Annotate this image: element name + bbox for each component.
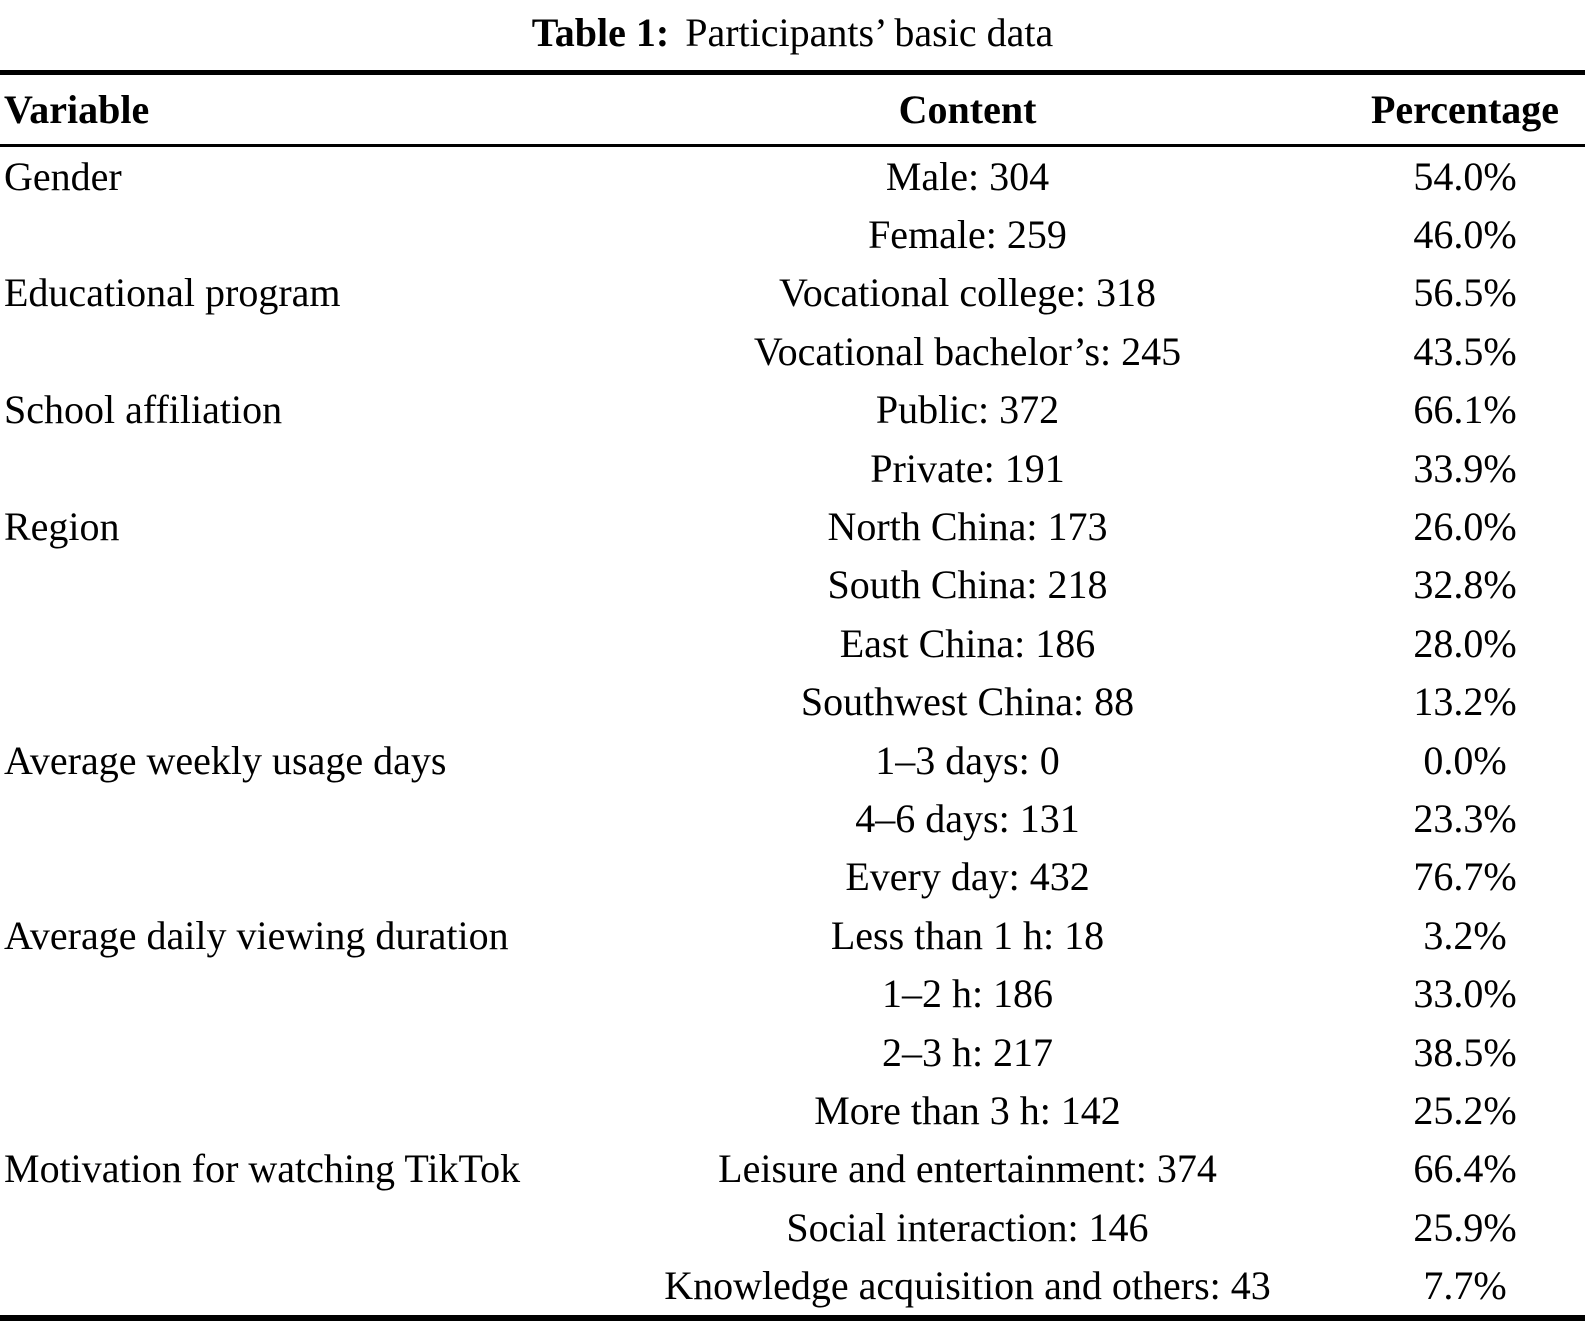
cell-variable: School affiliation bbox=[4, 387, 283, 433]
column-header-content: Content bbox=[898, 87, 1037, 132]
cell-content: Knowledge acquisition and others: 43 bbox=[664, 1263, 1271, 1309]
table-row: 2–3 h: 217 38.5% bbox=[0, 1023, 1585, 1081]
cell-percentage: 23.3% bbox=[1413, 795, 1517, 841]
cell-variable bbox=[0, 673, 590, 731]
cell-variable bbox=[0, 205, 590, 263]
cell-percentage: 33.9% bbox=[1413, 445, 1517, 491]
cell-content: Every day: 432 bbox=[845, 854, 1090, 900]
cell-content: Leisure and entertainment: 374 bbox=[718, 1146, 1217, 1192]
cell-content: Less than 1 h: 18 bbox=[830, 912, 1105, 958]
cell-content: More than 3 h: 142 bbox=[814, 1087, 1121, 1133]
cell-variable bbox=[0, 964, 590, 1022]
cell-percentage: 28.0% bbox=[1413, 620, 1517, 666]
cell-variable: Gender bbox=[4, 153, 122, 199]
cell-variable bbox=[0, 1023, 590, 1081]
cell-content: Public: 372 bbox=[875, 387, 1060, 433]
cell-variable bbox=[0, 1256, 590, 1314]
cell-variable bbox=[0, 439, 590, 497]
cell-variable bbox=[0, 556, 590, 614]
column-header-percentage: Percentage bbox=[1370, 87, 1560, 132]
cell-content: 4–6 days: 131 bbox=[855, 795, 1080, 841]
cell-percentage: 43.5% bbox=[1413, 328, 1517, 374]
cell-variable bbox=[0, 614, 590, 672]
cell-content: East China: 186 bbox=[839, 620, 1096, 666]
cell-percentage: 54.0% bbox=[1413, 153, 1517, 199]
table-caption-label: Table 1: bbox=[531, 10, 670, 55]
table-row: Average weekly usage days 1–3 days: 0 0.… bbox=[0, 731, 1585, 789]
cell-percentage: 56.5% bbox=[1413, 270, 1517, 316]
cell-content: North China: 173 bbox=[827, 504, 1108, 550]
cell-percentage: 32.8% bbox=[1413, 562, 1517, 608]
cell-variable: Average weekly usage days bbox=[4, 737, 447, 783]
table-row: 4–6 days: 131 23.3% bbox=[0, 789, 1585, 847]
cell-percentage: 38.5% bbox=[1413, 1029, 1517, 1075]
cell-percentage: 25.9% bbox=[1413, 1204, 1517, 1250]
cell-percentage: 13.2% bbox=[1413, 679, 1517, 725]
cell-content: Southwest China: 88 bbox=[800, 679, 1135, 725]
table-row: Female: 259 46.0% bbox=[0, 205, 1585, 263]
cell-content: 1–3 days: 0 bbox=[875, 737, 1060, 783]
table-row: Private: 191 33.9% bbox=[0, 439, 1585, 497]
table-row: Knowledge acquisition and others: 43 7.7… bbox=[0, 1256, 1585, 1314]
table-row: School affiliation Public: 372 66.1% bbox=[0, 381, 1585, 439]
cell-variable: Motivation for watching TikTok bbox=[4, 1146, 521, 1192]
cell-variable: Region bbox=[4, 504, 120, 550]
cell-variable bbox=[0, 322, 590, 380]
table-row: Gender Male: 304 54.0% bbox=[0, 147, 1585, 205]
table-row: Social interaction: 146 25.9% bbox=[0, 1198, 1585, 1256]
table-row: East China: 186 28.0% bbox=[0, 614, 1585, 672]
cell-content: Private: 191 bbox=[870, 445, 1065, 491]
cell-content: Male: 304 bbox=[885, 153, 1050, 199]
table-body: Gender Male: 304 54.0% Female: 259 46.0%… bbox=[0, 147, 1585, 1315]
cell-percentage: 7.7% bbox=[1423, 1263, 1507, 1309]
cell-variable: Average daily viewing duration bbox=[4, 912, 509, 958]
cell-content: Vocational bachelor’s: 245 bbox=[753, 328, 1182, 374]
cell-variable bbox=[0, 848, 590, 906]
table-row: Vocational bachelor’s: 245 43.5% bbox=[0, 322, 1585, 380]
table-row: Region North China: 173 26.0% bbox=[0, 497, 1585, 555]
cell-percentage: 66.1% bbox=[1413, 387, 1517, 433]
cell-content: South China: 218 bbox=[827, 562, 1108, 608]
cell-percentage: 76.7% bbox=[1413, 854, 1517, 900]
table-caption: Table 1: Participants’ basic data bbox=[0, 0, 1585, 70]
table-row: South China: 218 32.8% bbox=[0, 556, 1585, 614]
cell-variable bbox=[0, 1081, 590, 1139]
cell-percentage: 33.0% bbox=[1413, 971, 1517, 1017]
table-row: More than 3 h: 142 25.2% bbox=[0, 1081, 1585, 1139]
table-header-row: Variable Content Percentage bbox=[0, 75, 1585, 147]
cell-percentage: 66.4% bbox=[1413, 1146, 1517, 1192]
cell-content: 2–3 h: 217 bbox=[881, 1029, 1054, 1075]
table-row: Southwest China: 88 13.2% bbox=[0, 673, 1585, 731]
table-caption-text: Participants’ basic data bbox=[685, 10, 1054, 55]
table-row: Motivation for watching TikTok Leisure a… bbox=[0, 1140, 1585, 1198]
cell-percentage: 46.0% bbox=[1413, 212, 1517, 258]
table-row: Average daily viewing duration Less than… bbox=[0, 906, 1585, 964]
cell-variable bbox=[0, 1198, 590, 1256]
cell-percentage: 0.0% bbox=[1423, 737, 1507, 783]
cell-content: Social interaction: 146 bbox=[786, 1204, 1149, 1250]
cell-variable bbox=[0, 789, 590, 847]
cell-percentage: 25.2% bbox=[1413, 1087, 1517, 1133]
table-row: Every day: 432 76.7% bbox=[0, 848, 1585, 906]
table-row: Educational program Vocational college: … bbox=[0, 264, 1585, 322]
participants-basic-data-table: Variable Content Percentage Gender Male:… bbox=[0, 70, 1585, 1321]
cell-content: 1–2 h: 186 bbox=[881, 971, 1054, 1017]
table-row: 1–2 h: 186 33.0% bbox=[0, 964, 1585, 1022]
cell-content: Female: 259 bbox=[868, 212, 1067, 258]
column-header-variable: Variable bbox=[4, 87, 150, 132]
cell-content: Vocational college: 318 bbox=[779, 270, 1156, 316]
cell-percentage: 3.2% bbox=[1423, 912, 1507, 958]
cell-variable: Educational program bbox=[4, 270, 341, 316]
cell-percentage: 26.0% bbox=[1413, 504, 1517, 550]
